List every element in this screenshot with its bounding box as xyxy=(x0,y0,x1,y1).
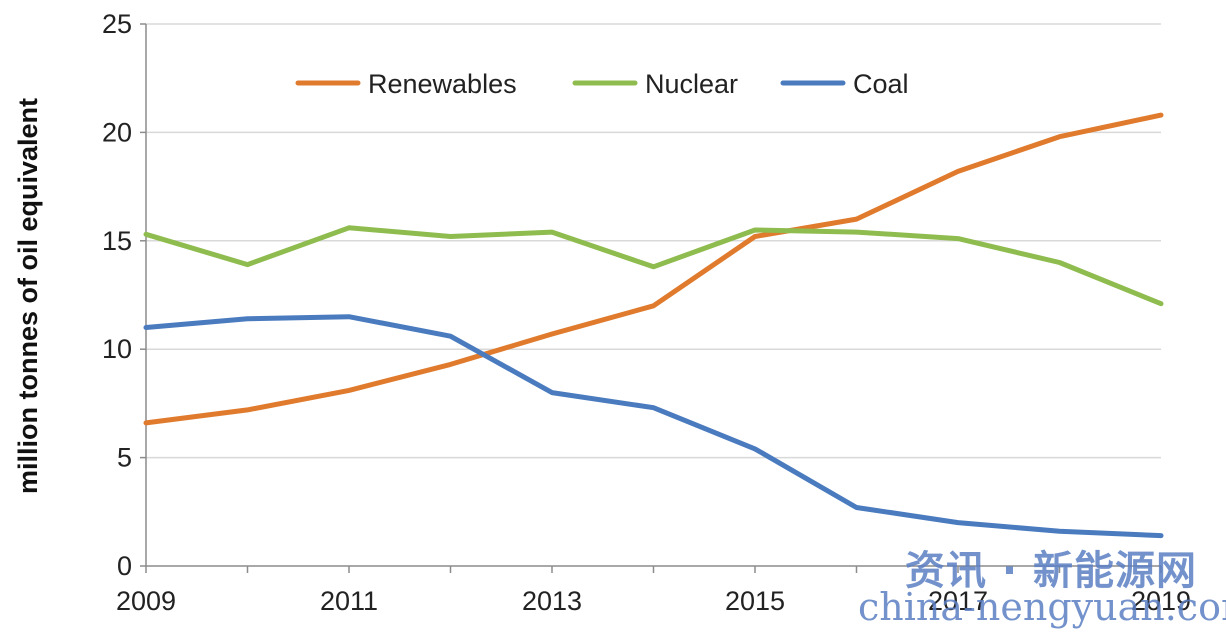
x-tick-label: 2013 xyxy=(522,586,582,616)
y-tick-label: 5 xyxy=(117,443,132,473)
x-tick-label: 2011 xyxy=(320,586,378,616)
y-tick-label: 10 xyxy=(102,334,132,364)
x-axis-ticks: 2009 2011 2013 2015 2017 2019 xyxy=(116,586,1191,616)
y-axis-ticks: 0 5 10 15 20 25 xyxy=(102,9,132,581)
watermark-cn: 资讯 · 新能源网 xyxy=(905,548,1198,594)
y-axis-title: million tonnes of oil equivalent xyxy=(13,98,43,494)
axes xyxy=(140,23,1162,573)
x-tick-label: 2017 xyxy=(928,586,988,616)
x-tick-label: 2015 xyxy=(725,586,785,616)
y-tick-label: 15 xyxy=(102,226,132,256)
y-tick-label: 20 xyxy=(102,117,132,147)
legend-label-coal: Coal xyxy=(853,69,909,99)
y-tick-label: 0 xyxy=(117,551,132,581)
legend-label-renewables: Renewables xyxy=(368,69,517,99)
y-tick-label: 25 xyxy=(102,9,132,39)
watermark-en: china-nengyuan.com xyxy=(858,585,1226,629)
x-tick-label: 2009 xyxy=(116,586,176,616)
x-tick-label: 2019 xyxy=(1131,586,1191,616)
legend-label-nuclear: Nuclear xyxy=(645,69,738,99)
legend: Renewables Nuclear Coal xyxy=(295,69,909,99)
series-lines xyxy=(143,112,1164,539)
series-line-nuclear xyxy=(143,225,1164,307)
